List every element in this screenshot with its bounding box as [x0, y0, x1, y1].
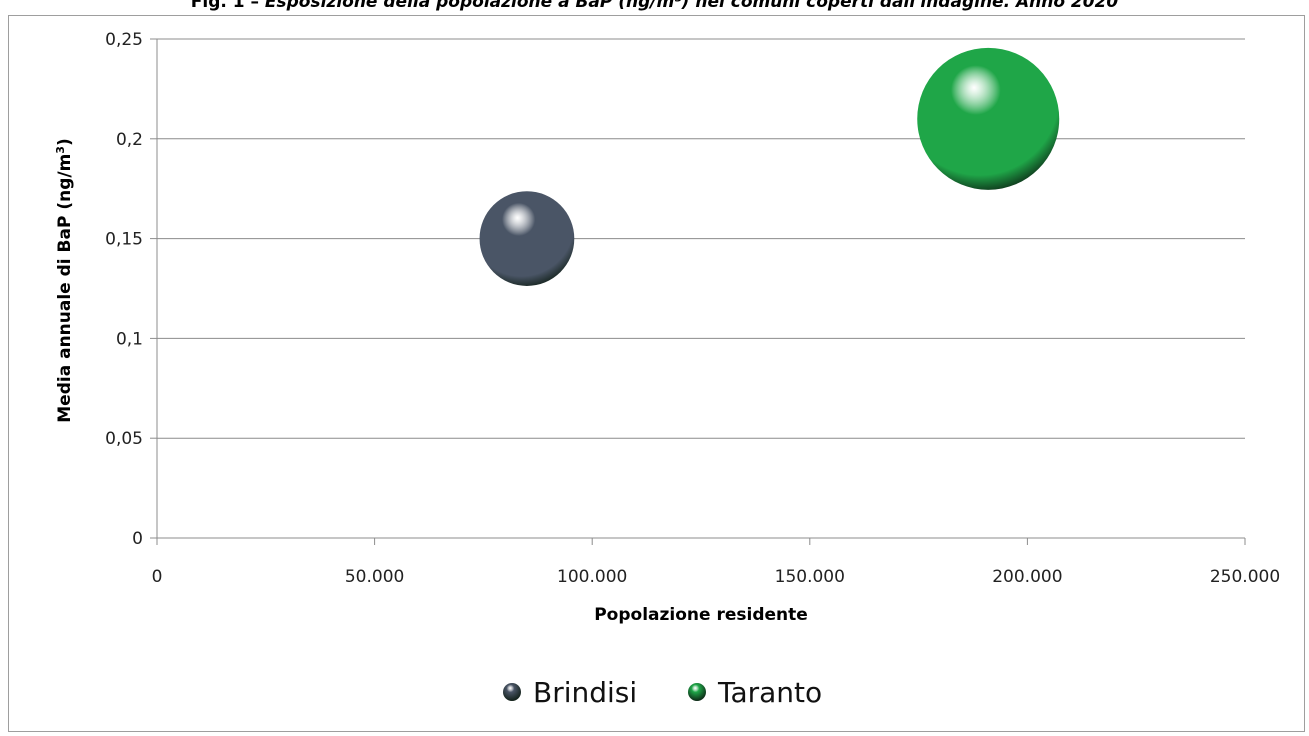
y-tick-label: 0,2: [116, 130, 143, 150]
y-axis-title: Media annuale di BaP (ng/m3): [54, 138, 76, 422]
legend-label-taranto: Taranto: [717, 676, 822, 709]
bubbles: [479, 47, 1060, 286]
y-tick-label: 0,1: [116, 329, 143, 349]
legend: Brindisi Taranto: [503, 676, 822, 709]
y-tick-label: 0,15: [105, 230, 143, 250]
legend-marker-brindisi: [503, 683, 521, 701]
legend-marker-taranto: [688, 683, 706, 701]
x-tick-label: 50.000: [345, 567, 404, 587]
x-axis-title: Popolazione residente: [594, 605, 808, 625]
y-tick-label: 0,05: [105, 429, 143, 449]
y-tick-label: 0,25: [105, 30, 143, 50]
page-title: Fig. 1 – Esposizione della popolazione a…: [0, 0, 1309, 13]
figure-label: Fig. 1 –: [190, 0, 259, 12]
gridlines: [157, 38, 1245, 439]
bubble-brindisi: [479, 191, 575, 286]
x-tick-label: 0: [152, 567, 163, 587]
y-tick-label: 0: [132, 529, 143, 549]
bubble-taranto: [917, 47, 1060, 190]
x-tick-label: 150.000: [775, 567, 845, 587]
figure-title: Esposizione della popolazione a BaP (ng/…: [264, 0, 1119, 12]
x-tick-label: 250.000: [1210, 567, 1280, 587]
x-tick-label: 100.000: [557, 567, 627, 587]
axes: [150, 38, 1246, 545]
legend-label-brindisi: Brindisi: [533, 676, 637, 709]
x-tick-label: 200.000: [992, 567, 1062, 587]
tick-labels: 0 0,05 0,1 0,15 0,2 0,25 0 50.000 100.000 150.000…: [105, 30, 1280, 587]
chart-frame: [8, 15, 1305, 732]
